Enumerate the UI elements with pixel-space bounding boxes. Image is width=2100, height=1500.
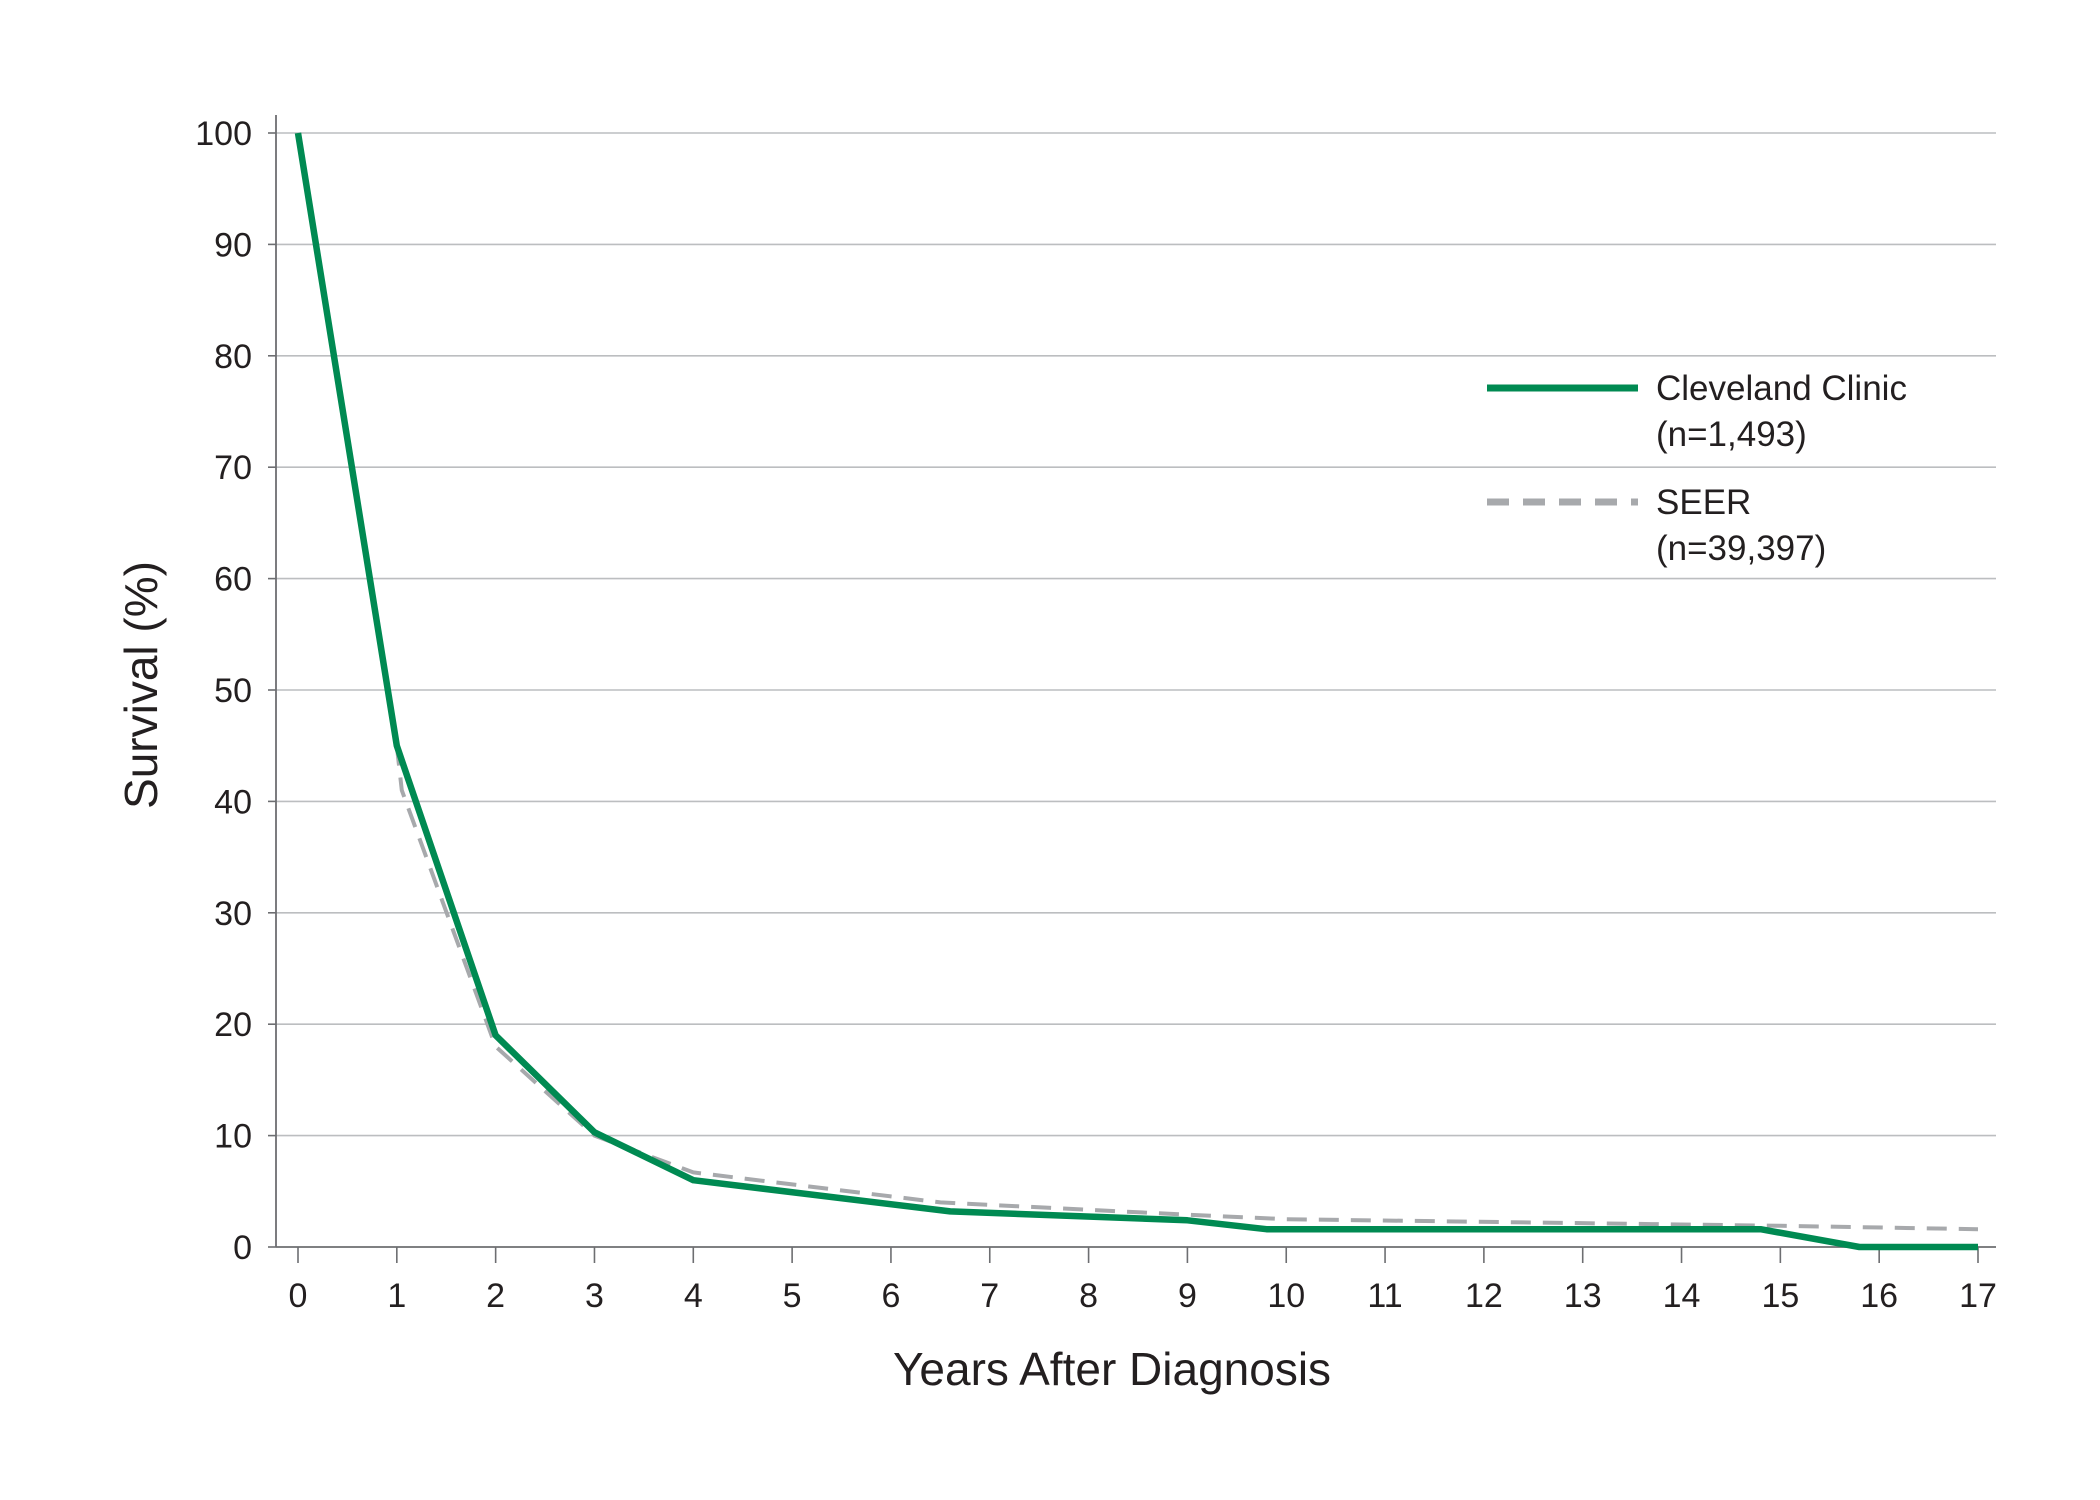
y-tick-label: 70 bbox=[214, 449, 252, 487]
y-tick-label: 80 bbox=[214, 338, 252, 376]
gridlines bbox=[276, 132, 1996, 1137]
x-tick-label: 3 bbox=[585, 1277, 604, 1315]
x-tick-label: 5 bbox=[783, 1277, 802, 1315]
legend: Cleveland Clinic (n=1,493) SEER (n=39,39… bbox=[1487, 369, 1907, 568]
x-tick-label: 16 bbox=[1860, 1277, 1898, 1315]
legend-sublabel-seer: (n=39,397) bbox=[1656, 529, 1826, 568]
y-tick-label: 90 bbox=[214, 226, 252, 264]
x-tick-label: 14 bbox=[1663, 1277, 1701, 1315]
x-tick-label: 1 bbox=[387, 1277, 406, 1315]
x-tick-label: 6 bbox=[881, 1277, 900, 1315]
y-tick-label: 20 bbox=[214, 1006, 252, 1044]
x-tick-label: 17 bbox=[1959, 1277, 1997, 1315]
x-tick-label: 7 bbox=[980, 1277, 999, 1315]
y-axis-ticks: 0 10 20 30 40 50 60 70 80 90 100 bbox=[195, 115, 276, 1267]
x-tick-label: 15 bbox=[1761, 1277, 1799, 1315]
x-axis-title: Years After Diagnosis bbox=[893, 1343, 1331, 1395]
x-tick-label: 4 bbox=[684, 1277, 703, 1315]
x-tick-label: 10 bbox=[1267, 1277, 1305, 1315]
x-tick-label: 8 bbox=[1079, 1277, 1098, 1315]
legend-sublabel-cleveland-clinic: (n=1,493) bbox=[1656, 415, 1807, 454]
x-tick-label: 9 bbox=[1178, 1277, 1197, 1315]
y-tick-label: 50 bbox=[214, 672, 252, 710]
axes bbox=[275, 115, 1996, 1248]
series-lines bbox=[294, 132, 1979, 1251]
y-tick-label: 40 bbox=[214, 783, 252, 821]
y-tick-label: 0 bbox=[233, 1229, 252, 1267]
y-axis-title: Survival (%) bbox=[115, 561, 167, 809]
y-tick-label: 10 bbox=[214, 1118, 252, 1156]
x-tick-label: 11 bbox=[1367, 1277, 1402, 1315]
legend-label-seer: SEER bbox=[1656, 483, 1751, 522]
legend-label-cleveland-clinic: Cleveland Clinic bbox=[1656, 369, 1907, 408]
x-tick-label: 0 bbox=[289, 1277, 308, 1315]
series-line-cleveland-clinic bbox=[294, 132, 1978, 1251]
x-tick-label: 12 bbox=[1465, 1277, 1503, 1315]
series-line-seer bbox=[394, 745, 1979, 1232]
y-tick-label: 30 bbox=[214, 895, 252, 933]
x-tick-label: 13 bbox=[1564, 1277, 1602, 1315]
y-tick-label: 100 bbox=[195, 115, 252, 153]
x-axis-ticks: 0 1 2 3 4 5 6 7 8 9 10 11 12 13 14 15 16 17 bbox=[289, 1247, 1997, 1315]
y-tick-label: 60 bbox=[214, 561, 252, 599]
x-tick-label: 2 bbox=[486, 1277, 505, 1315]
